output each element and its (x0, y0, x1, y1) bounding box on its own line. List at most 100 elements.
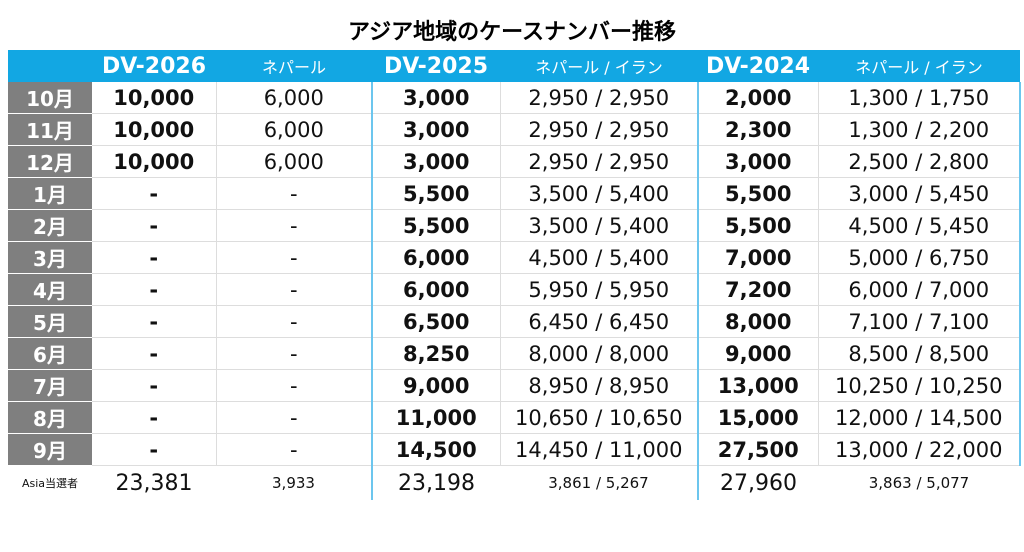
cell-dv2026: - (92, 177, 217, 210)
cell-dv2025-nepal-iran: 2,950 / 2,950 (500, 82, 699, 114)
cell-dv2026: 10,000 (92, 145, 217, 178)
cell-dv2024: 5,500 (697, 209, 819, 242)
cell-dv2024-nepal-iran: 1,300 / 2,200 (818, 113, 1021, 146)
cell-dv2025: 14,500 (371, 433, 501, 466)
total-dv2025: 23,198 (371, 465, 500, 500)
header-row: DV-2026 ネパール DV-2025 ネパール / イラン DV-2024 … (8, 50, 1020, 82)
cell-dv2025: 6,000 (371, 241, 501, 274)
cell-dv2026-nepal: 6,000 (216, 113, 373, 146)
cell-month: 1月 (8, 177, 92, 210)
cell-dv2026: - (92, 369, 217, 402)
cell-dv2025: 6,000 (371, 273, 501, 306)
cell-dv2025: 5,500 (371, 177, 501, 210)
cell-dv2026-nepal: 6,000 (216, 82, 373, 114)
cell-dv2024-nepal-iran: 12,000 / 14,500 (818, 401, 1021, 434)
cell-month: 9月 (8, 433, 92, 466)
header-dv2026: DV-2026 (92, 50, 216, 82)
total-month: Asia当選者 (8, 465, 92, 500)
cell-dv2026-nepal: - (216, 433, 373, 466)
total-row: Asia当選者 23,381 3,933 23,198 3,861 / 5,267 27,… (8, 465, 1020, 500)
table-row: 11月 10,000 6,000 3,000 2,950 / 2,950 2,300 1,3… (8, 113, 1021, 146)
cell-dv2024-nepal-iran: 1,300 / 1,750 (818, 82, 1021, 114)
cell-dv2024-nepal-iran: 13,000 / 22,000 (818, 433, 1021, 466)
cell-dv2026: - (92, 273, 217, 306)
table-row: 9月 - -14,500 14,450 / 11,000 27,500 13,000 / … (8, 433, 1021, 466)
table-row: 3月 - -6,000 4,500 / 5,400 7,000 5,000 / 6,750 (8, 241, 1021, 274)
header-corner (8, 50, 92, 82)
cell-month: 4月 (8, 273, 92, 306)
table-row: 6月 - -8,250 8,000 / 8,000 9,000 8,500 / 8,500 (8, 337, 1021, 370)
cell-dv2024-nepal-iran: 6,000 / 7,000 (818, 273, 1021, 306)
total-dv2024: 27,960 (697, 465, 818, 500)
cell-dv2024-nepal-iran: 5,000 / 6,750 (818, 241, 1021, 274)
cell-dv2024-nepal-iran: 8,500 / 8,500 (818, 337, 1021, 370)
cell-dv2025-nepal-iran: 10,650 / 10,650 (500, 401, 699, 434)
cell-dv2026: - (92, 337, 217, 370)
cell-dv2026: 10,000 (92, 82, 217, 114)
cell-dv2026-nepal: - (216, 305, 373, 338)
cell-dv2025-nepal-iran: 6,450 / 6,450 (500, 305, 699, 338)
cell-dv2024: 2,000 (697, 82, 819, 114)
cell-month: 12月 (8, 145, 92, 178)
table-row: 12月 10,000 6,000 3,000 2,950 / 2,950 3,000 2,5… (8, 145, 1021, 178)
table-row: 4月 - -6,000 5,950 / 5,950 7,200 6,000 / 7,000 (8, 273, 1021, 306)
cell-dv2025: 6,500 (371, 305, 501, 338)
cell-dv2024: 8,000 (697, 305, 819, 338)
cell-dv2025-nepal-iran: 2,950 / 2,950 (500, 145, 699, 178)
cell-dv2026: - (92, 305, 217, 338)
total-dv2025-nepal-iran: 3,861 / 5,267 (548, 474, 649, 492)
cell-month: 10月 (8, 82, 92, 114)
table-row: 10月 10,000 6,000 3,000 2,950 / 2,950 2,000 1,3… (8, 82, 1021, 114)
cell-dv2025: 11,000 (371, 401, 501, 434)
cell-dv2025-nepal-iran: 3,500 / 5,400 (500, 209, 699, 242)
table-row: 8月 - -11,000 10,650 / 10,650 15,000 12,000 / … (8, 401, 1021, 434)
cell-dv2024: 3,000 (697, 145, 819, 178)
header-dv2026-sub: ネパール (216, 50, 372, 82)
cell-month: 5月 (8, 305, 92, 338)
cell-dv2024-nepal-iran: 10,250 / 10,250 (818, 369, 1021, 402)
total-dv2026-nepal: 3,933 (272, 474, 315, 492)
cell-dv2026-nepal: - (216, 337, 373, 370)
case-number-table: DV-2026 ネパール DV-2025 ネパール / イラン DV-2024 … (8, 50, 1021, 500)
cell-dv2025: 9,000 (371, 369, 501, 402)
cell-dv2026-nepal: - (216, 401, 373, 434)
cell-dv2025: 3,000 (371, 145, 501, 178)
cell-dv2024: 7,200 (697, 273, 819, 306)
cell-dv2025: 3,000 (371, 82, 501, 114)
cell-dv2026-nepal: 6,000 (216, 145, 373, 178)
cell-dv2025-nepal-iran: 14,450 / 11,000 (500, 433, 699, 466)
cell-month: 3月 (8, 241, 92, 274)
cell-dv2024: 27,500 (697, 433, 819, 466)
cell-dv2026: - (92, 401, 217, 434)
cell-dv2025-nepal-iran: 3,500 / 5,400 (500, 177, 699, 210)
cell-dv2024-nepal-iran: 7,100 / 7,100 (818, 305, 1021, 338)
cell-dv2026-nepal: - (216, 177, 373, 210)
cell-dv2024: 7,000 (697, 241, 819, 274)
cell-dv2026-nepal: - (216, 241, 373, 274)
cell-dv2026: - (92, 241, 217, 274)
cell-dv2026: - (92, 433, 217, 466)
table-row: 5月 - -6,500 6,450 / 6,450 8,000 7,100 / 7,100 (8, 305, 1021, 338)
cell-dv2026: - (92, 209, 217, 242)
cell-dv2025-nepal-iran: 2,950 / 2,950 (500, 113, 699, 146)
cell-dv2026-nepal: - (216, 209, 373, 242)
header-dv2024: DV-2024 (698, 50, 818, 82)
header-dv2024-sub: ネパール / イラン (818, 50, 1020, 82)
cell-month: 6月 (8, 337, 92, 370)
header-dv2025: DV-2025 (372, 50, 500, 82)
cell-dv2024: 15,000 (697, 401, 819, 434)
table-row: 1月 - -5,500 3,500 / 5,400 5,500 3,000 / 5,450 (8, 177, 1021, 210)
table-row: 2月 - -5,500 3,500 / 5,400 5,500 4,500 / 5,450 (8, 209, 1021, 242)
total-dv2026: 23,381 (115, 470, 193, 496)
cell-dv2024-nepal-iran: 3,000 / 5,450 (818, 177, 1021, 210)
header-dv2025-sub: ネパール / イラン (500, 50, 698, 82)
cell-dv2024: 2,300 (697, 113, 819, 146)
cell-dv2024-nepal-iran: 2,500 / 2,800 (818, 145, 1021, 178)
page-title: アジア地域のケースナンバー推移 (347, 20, 677, 45)
cell-month: 8月 (8, 401, 92, 434)
total-dv2024-nepal-iran: 3,863 / 5,077 (868, 474, 970, 492)
cell-dv2025: 8,250 (371, 337, 501, 370)
cell-dv2024: 5,500 (697, 177, 819, 210)
cell-dv2026-nepal: - (216, 273, 373, 306)
cell-dv2025-nepal-iran: 8,000 / 8,000 (500, 337, 699, 370)
